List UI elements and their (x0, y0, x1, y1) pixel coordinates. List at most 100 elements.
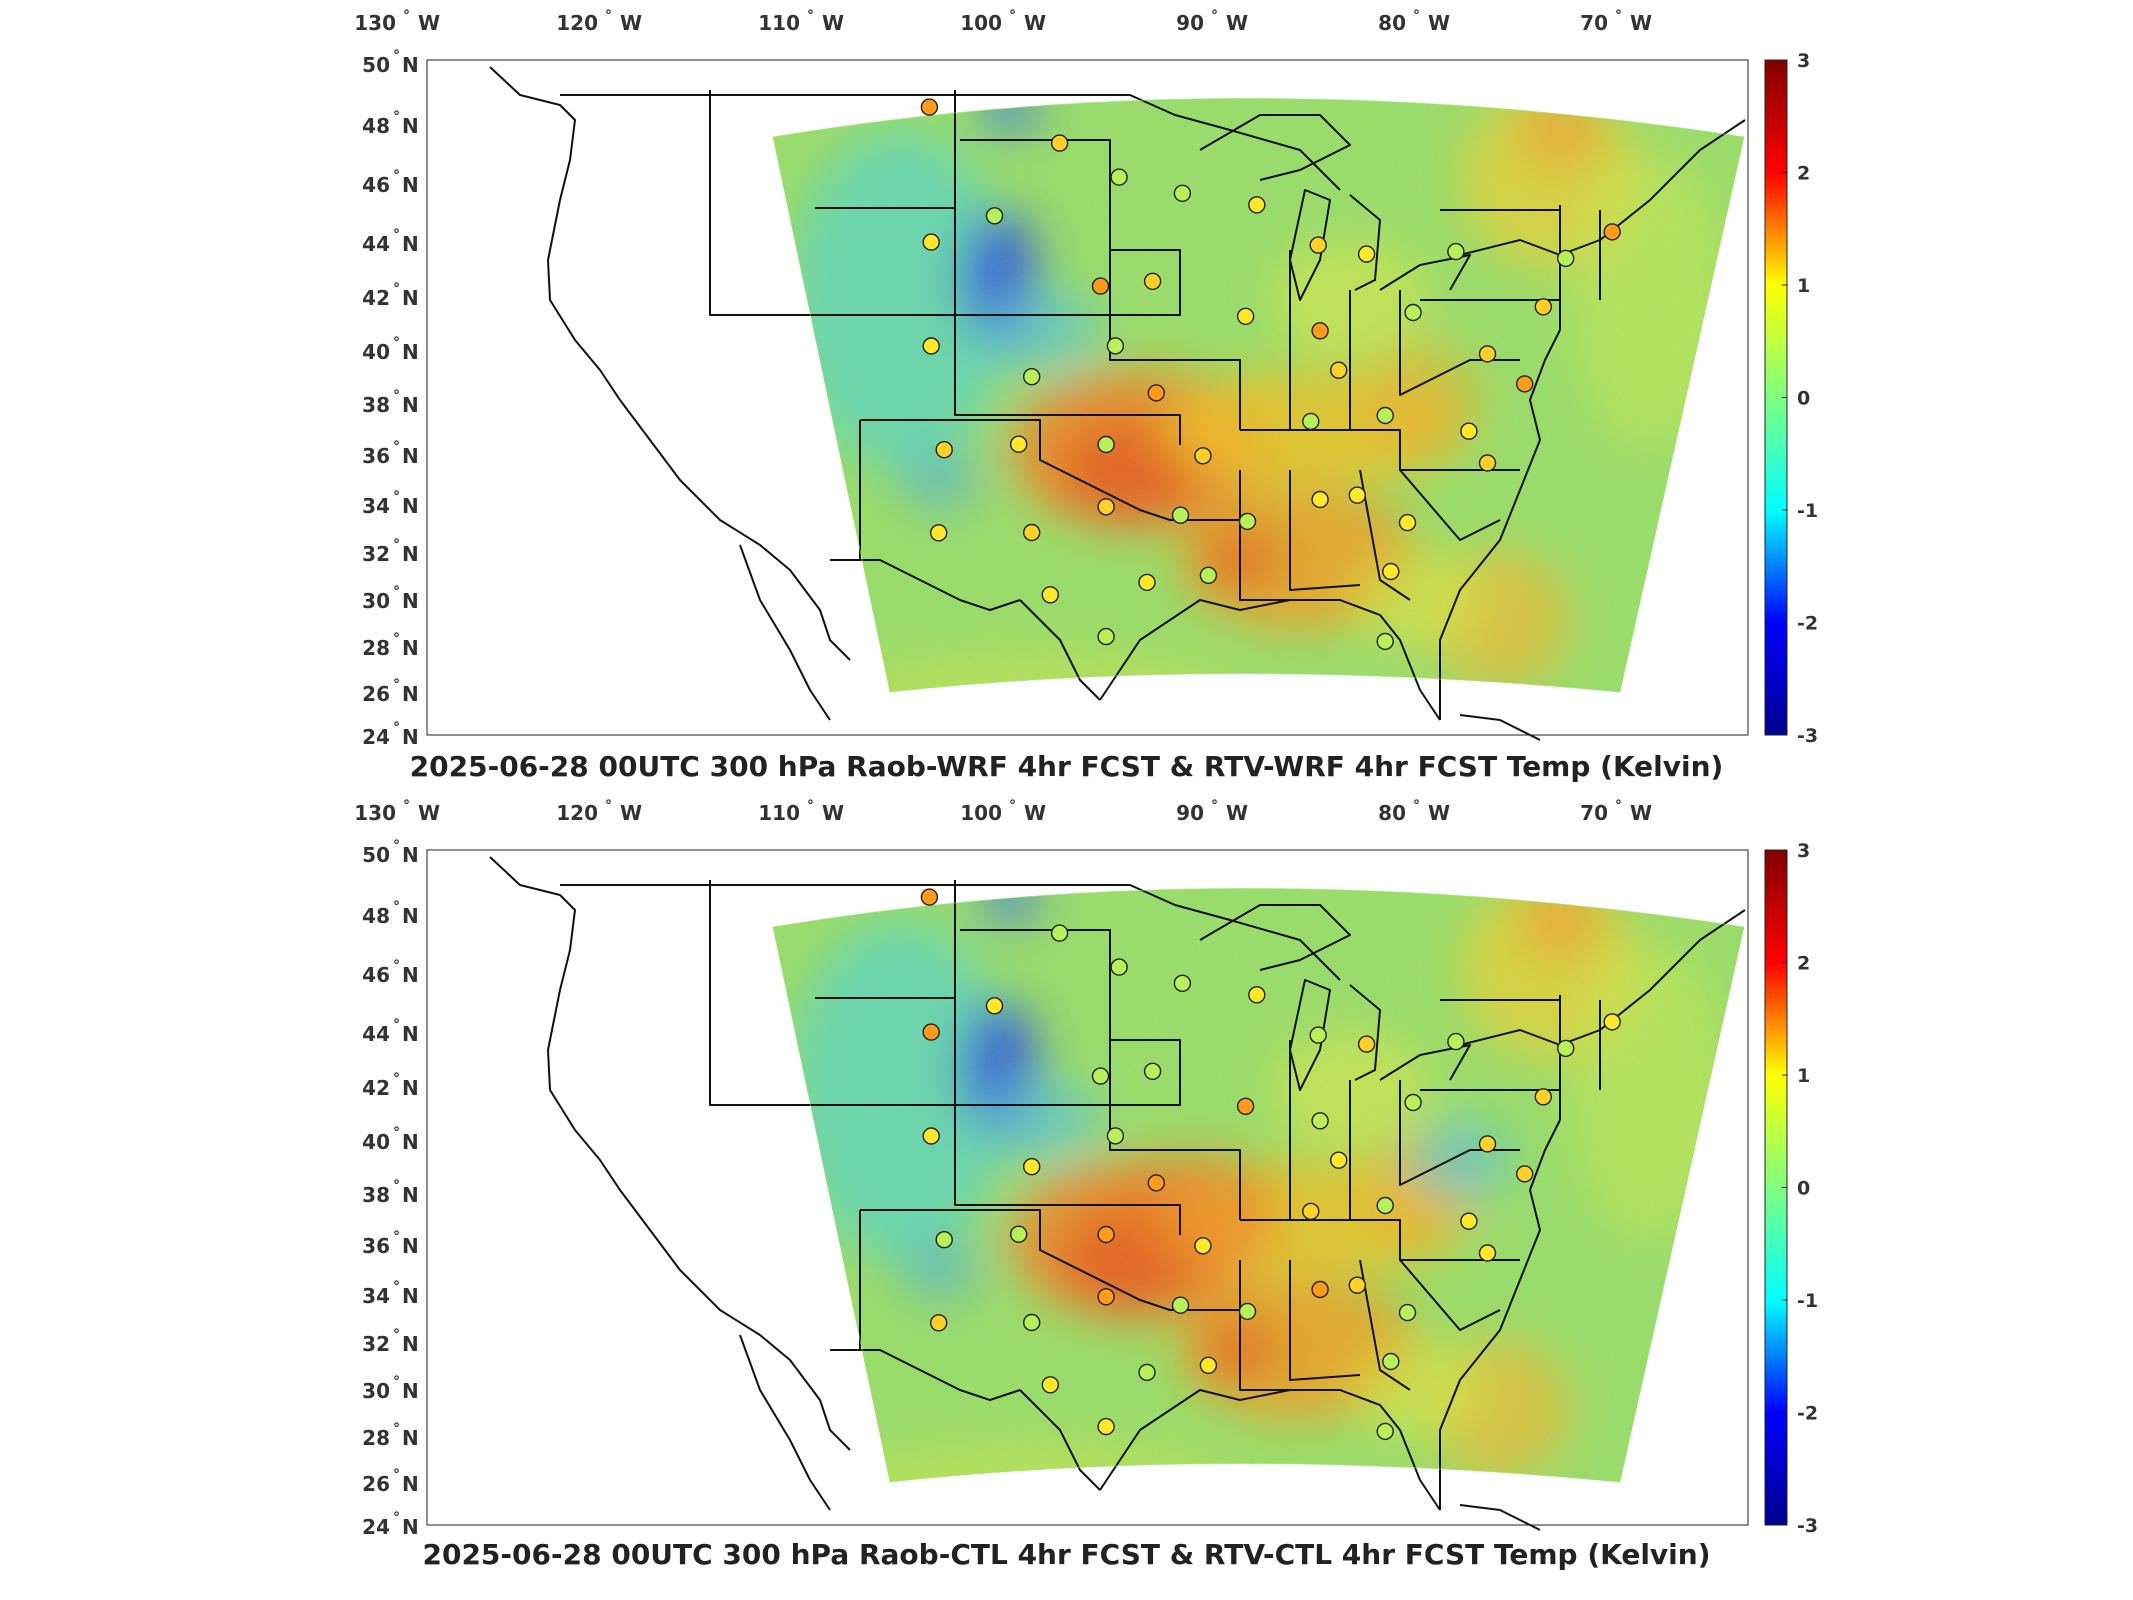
raob-station (1138, 1363, 1156, 1382)
raob-station (1022, 1158, 1041, 1176)
lat-tick-value: 24 (362, 1515, 390, 1539)
raob-station (1404, 303, 1422, 322)
lat-hemisphere: N (402, 232, 419, 256)
degree-mark: ° (393, 1467, 400, 1483)
border-line (955, 139, 1181, 316)
border-line (1239, 1260, 1290, 1391)
raob-station (1556, 249, 1575, 268)
raob-station (1478, 454, 1497, 472)
raob-station (1147, 384, 1166, 402)
raob-station (930, 1314, 948, 1332)
border-line (1399, 469, 1501, 541)
lat-hemisphere: N (402, 53, 419, 77)
raob-station (922, 1023, 940, 1041)
lat-tick-label: 36 ° N (362, 439, 419, 468)
lat-tick-value: 38 (362, 393, 390, 417)
lat-tick-label: 34 ° N (362, 489, 419, 518)
lat-tick-value: 46 (362, 963, 390, 987)
lat-hemisphere: N (402, 1076, 419, 1100)
degree-mark: ° (393, 1178, 400, 1194)
border-line (1240, 429, 1520, 471)
lat-tick-label: 50 ° N (362, 48, 419, 77)
lon-tick-value: 70 (1580, 11, 1608, 35)
lon-tick-value: 120 (556, 801, 598, 825)
degree-mark: ° (1211, 798, 1218, 814)
border-line (1199, 114, 1351, 181)
border-line (1349, 194, 1381, 291)
raob-station (1022, 1313, 1041, 1332)
raob-station (1097, 627, 1115, 646)
raob-station (1091, 277, 1110, 295)
colorbar-tick-label: 3 (1797, 50, 1810, 72)
raob-station (1050, 134, 1069, 152)
lon-tick-value: 110 (758, 11, 800, 35)
border-line (1459, 239, 1561, 256)
lon-hemisphere: W (418, 801, 440, 825)
border-line (1289, 189, 1331, 301)
degree-mark: ° (393, 677, 400, 693)
raob-station (1248, 986, 1266, 1004)
colorbar-tick-label: -3 (1797, 725, 1818, 747)
lat-tick-label: 32 ° N (362, 1327, 419, 1356)
degree-mark: ° (1615, 798, 1622, 814)
degree-mark: ° (393, 335, 400, 351)
lat-hemisphere: N (402, 173, 419, 197)
raob-station (1515, 375, 1534, 393)
lon-tick-label: 130 ° W (354, 798, 440, 825)
lat-tick-label: 28 ° N (362, 1421, 419, 1450)
lon-hemisphere: W (1428, 801, 1450, 825)
lat-tick-value: 36 (362, 444, 390, 468)
lat-tick-value: 48 (362, 904, 390, 928)
raob-station (1302, 412, 1320, 431)
border-line (954, 92, 1181, 445)
lat-hemisphere: N (402, 682, 419, 706)
lon-tick-value: 80 (1378, 801, 1406, 825)
border-line (739, 544, 831, 721)
raob-station (1603, 223, 1621, 241)
lat-tick-value: 50 (362, 843, 390, 867)
lon-hemisphere: W (620, 801, 642, 825)
degree-mark: ° (393, 227, 400, 243)
lat-tick-value: 26 (362, 682, 390, 706)
raob-station (1311, 1112, 1329, 1130)
raob-station (1460, 1212, 1478, 1230)
panel-title-wrf: 2025-06-28 00UTC 300 hPa Raob-WRF 4hr FC… (409, 750, 1724, 783)
raob-station (1329, 1151, 1348, 1169)
degree-mark: ° (807, 798, 814, 814)
lat-hemisphere: N (402, 1183, 419, 1207)
lat-tick-value: 46 (362, 173, 390, 197)
raob-station (1138, 573, 1156, 592)
degree-mark: ° (393, 48, 400, 64)
lon-hemisphere: W (1630, 801, 1652, 825)
raob-station (1534, 298, 1553, 316)
lat-hemisphere: N (402, 1426, 419, 1450)
lon-tick-value: 80 (1378, 11, 1406, 35)
lon-hemisphere: W (1630, 11, 1652, 35)
lat-tick-label: 26 ° N (362, 677, 419, 706)
raob-station (1194, 1237, 1212, 1255)
border-line (1399, 1080, 1520, 1186)
lat-tick-value: 42 (362, 1076, 390, 1100)
lat-hemisphere: N (402, 1130, 419, 1154)
lat-hemisphere: N (402, 542, 419, 566)
raob-station (935, 441, 953, 459)
lat-tick-label: 28 ° N (362, 631, 419, 660)
raob-station (922, 233, 940, 251)
degree-mark: ° (393, 388, 400, 404)
raob-station (1173, 184, 1192, 203)
degree-mark: ° (1413, 8, 1420, 24)
lon-hemisphere: W (1428, 11, 1450, 35)
colorbar-tick-label: -2 (1797, 1403, 1818, 1425)
lat-hemisphere: N (402, 904, 419, 928)
degree-mark: ° (393, 1071, 400, 1087)
degree-mark: ° (1413, 798, 1420, 814)
border-line (489, 66, 851, 661)
lon-tick-value: 100 (960, 11, 1002, 35)
lat-tick-label: 46 ° N (362, 168, 419, 197)
lon-tick-value: 90 (1176, 11, 1204, 35)
lon-tick-value: 90 (1176, 801, 1204, 825)
colorbar-tick-label: 3 (1797, 840, 1810, 862)
lat-tick-value: 32 (362, 1332, 390, 1356)
lon-tick-label: 70 ° W (1580, 798, 1652, 825)
raob-station (1097, 435, 1115, 454)
